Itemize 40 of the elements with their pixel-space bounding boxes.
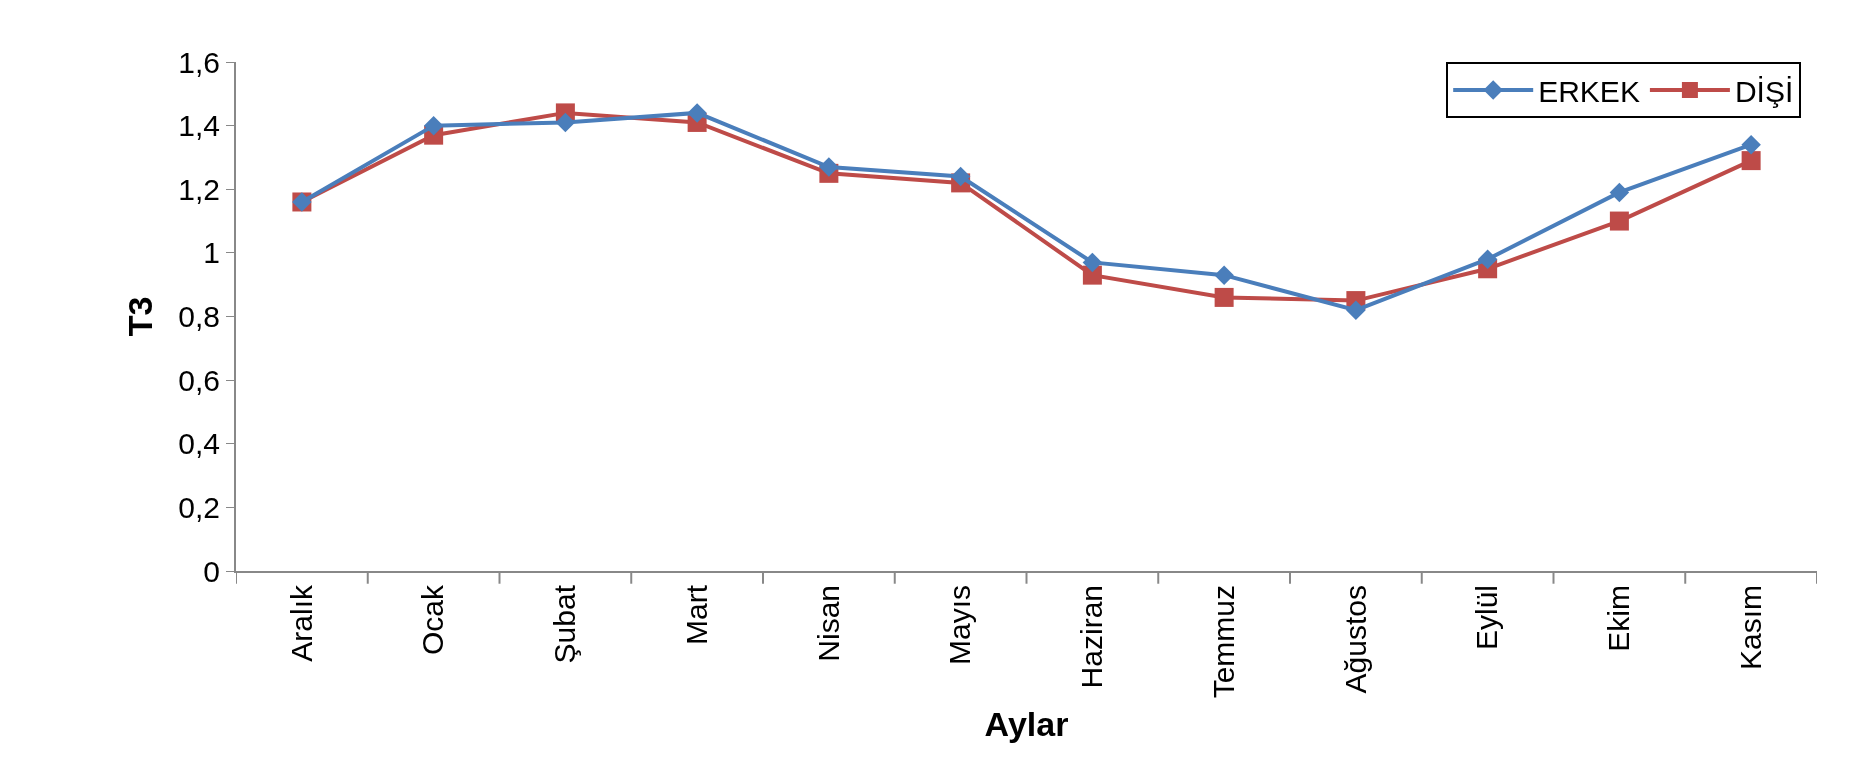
legend-label: DİŞİ [1734,74,1794,108]
y-tick-label: 1 [203,236,220,270]
point [1214,265,1234,285]
x-tick-label: Ağustos [1338,585,1372,694]
y-tick-label: 0,4 [178,427,220,461]
y-tick-label: 0,6 [178,363,220,397]
y-tick-label: 1,2 [178,172,220,206]
x-tick-label: Şubat [548,584,582,664]
point [1214,287,1234,307]
x-tick-label: Ocak [416,584,450,656]
point [1741,134,1761,155]
point [1082,252,1103,273]
x-tick-label: Nisan [811,585,845,662]
point [1609,211,1629,231]
point [555,112,576,133]
point [1609,182,1630,203]
y-tick-label: 1,6 [178,45,220,79]
y-tick-label: 0 [203,554,220,588]
point [687,103,707,123]
x-tick-label: Mart [679,584,713,645]
point [423,115,444,136]
legend-label: ERKEK [1538,74,1640,108]
x-tick-label: Eylül [1470,585,1504,651]
y-axis-title: T3 [121,296,160,337]
point [950,166,971,187]
y-tick-label: 0,8 [178,300,220,333]
x-tick-label: Haziran [1075,585,1109,689]
point [819,157,839,177]
point [1346,300,1366,320]
x-tick-label: Kasım [1733,585,1767,671]
point [1477,249,1498,269]
y-tick-label: 1,4 [178,109,220,143]
x-tick-label: Aralık [284,584,318,662]
y-tick-label: 0,2 [178,490,220,524]
x-axis-title: Aylar [984,705,1069,744]
x-tick-label: Mayıs [943,585,977,666]
x-tick-label: Ekim [1602,585,1636,652]
point [1082,265,1102,285]
x-tick-label: Temmuz [1206,585,1240,699]
point [1741,151,1761,171]
